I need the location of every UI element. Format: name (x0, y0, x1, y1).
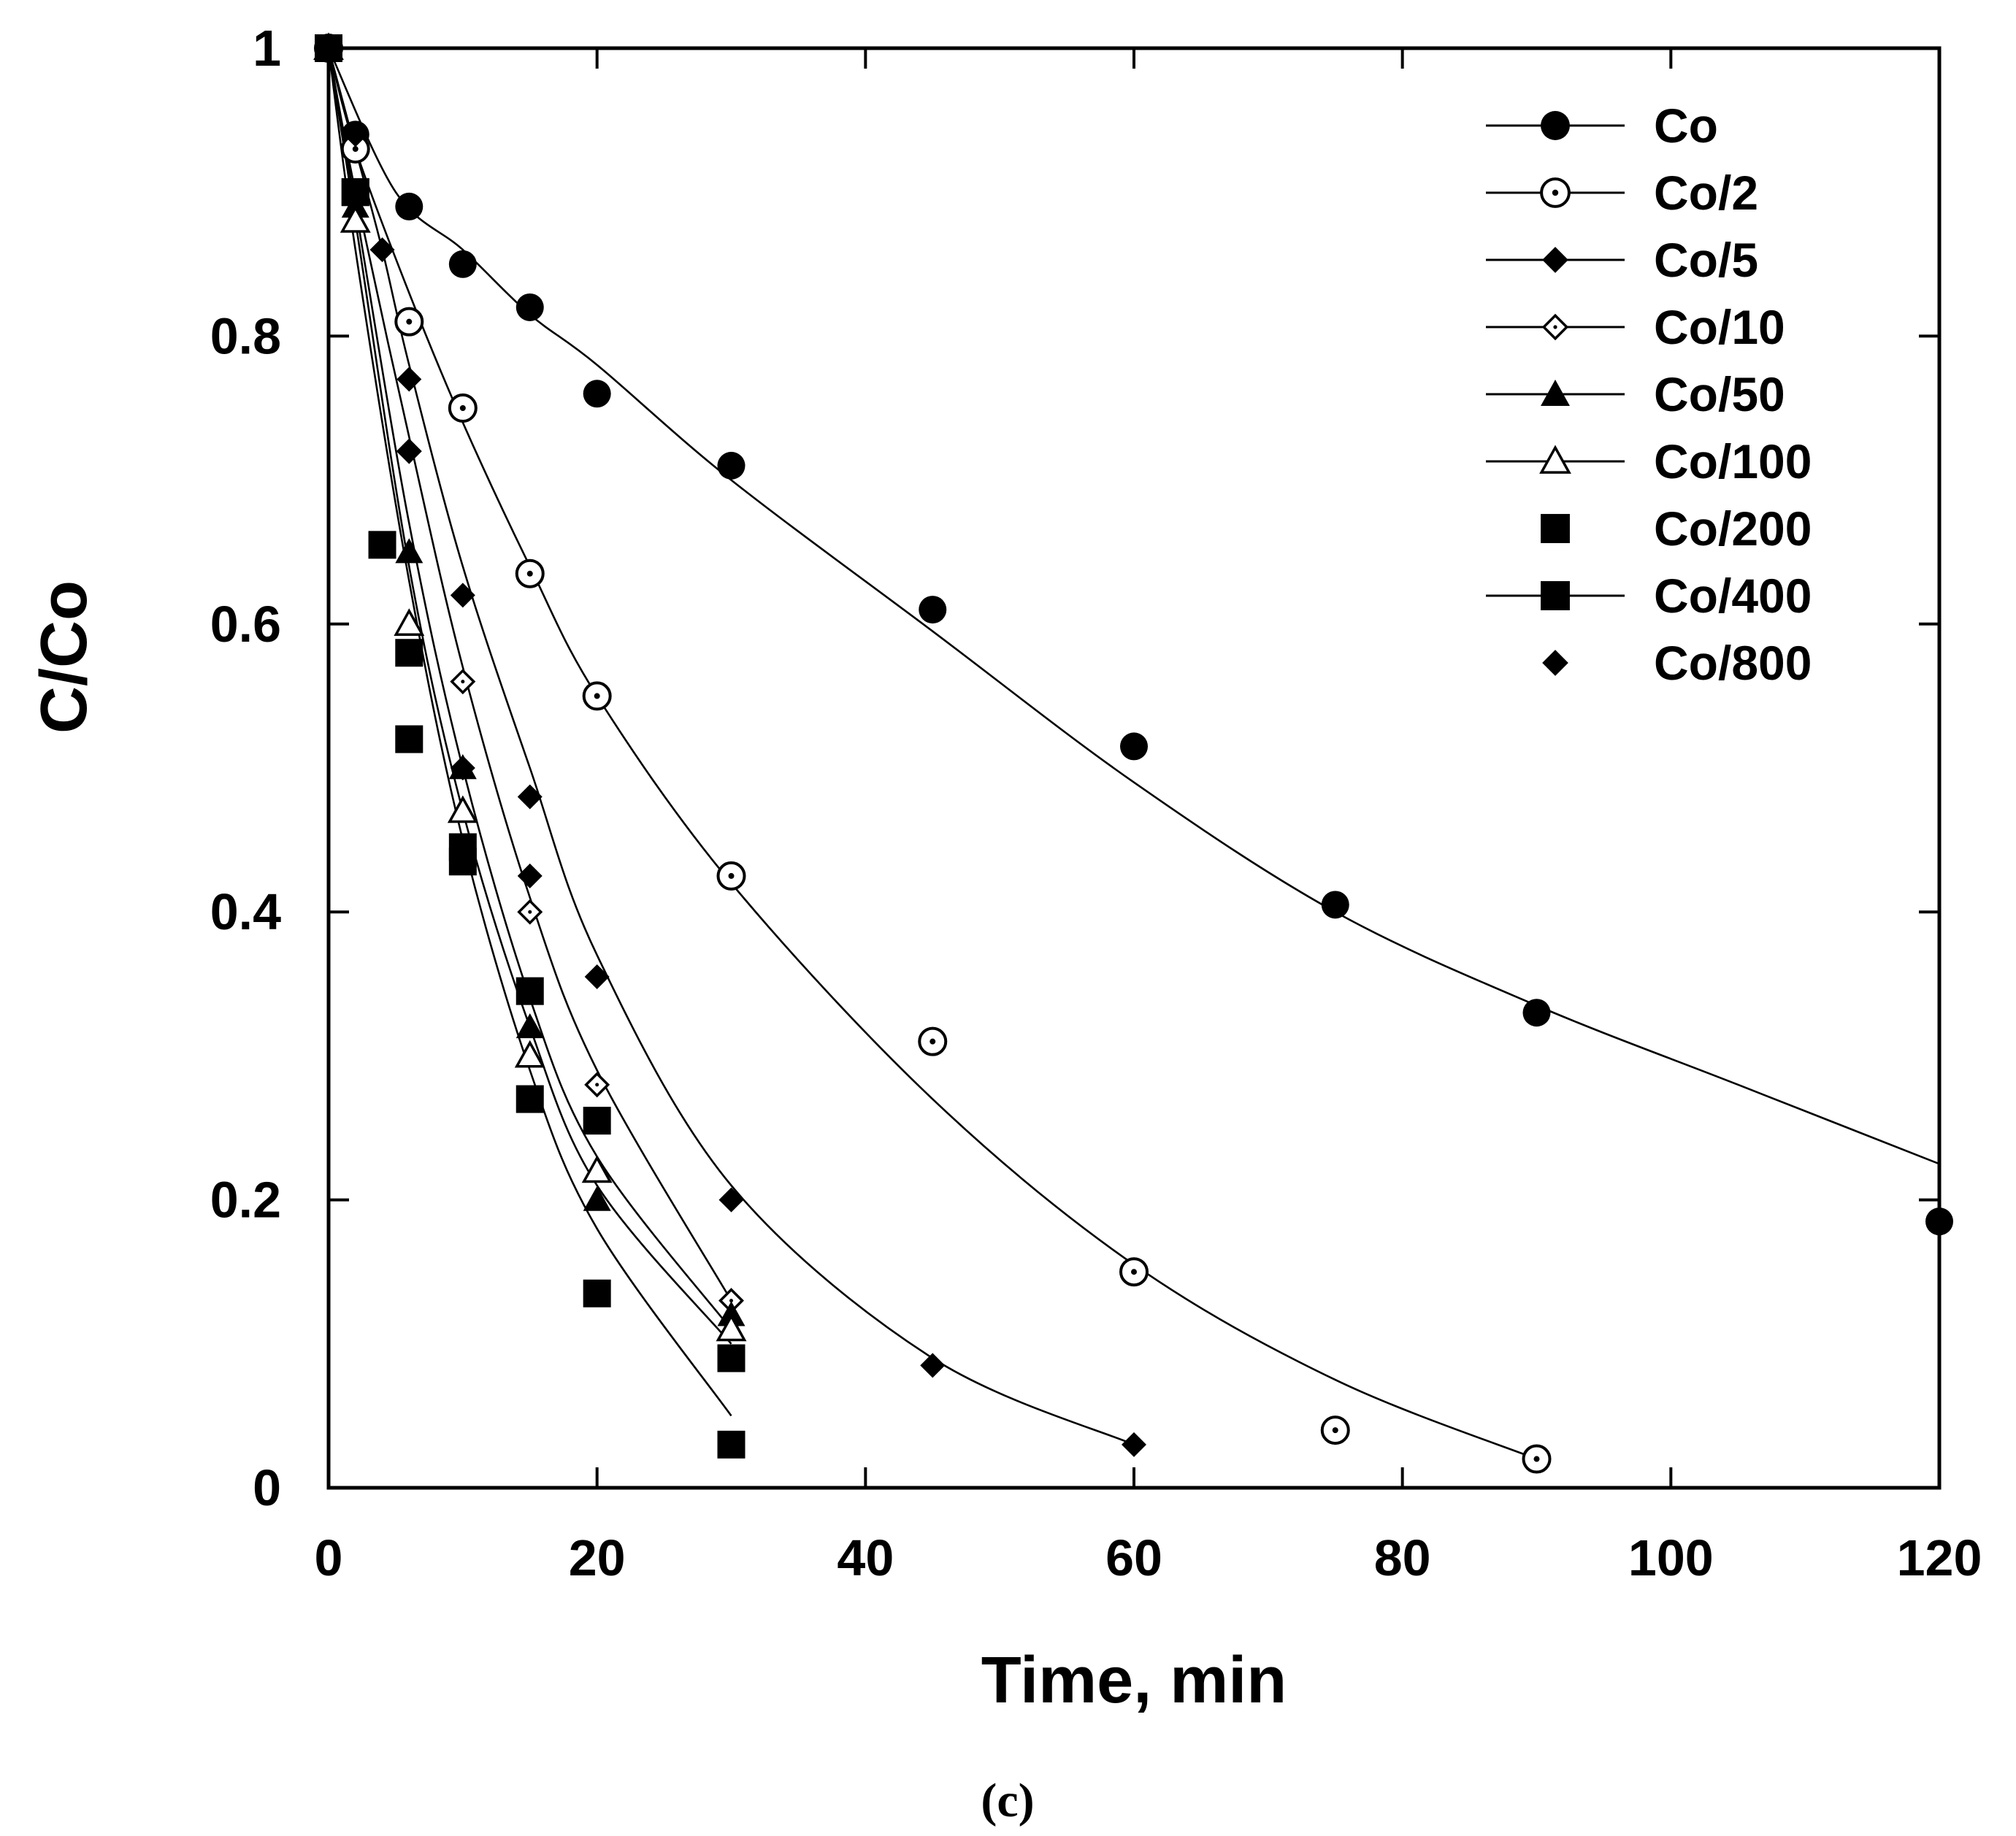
legend-marker (1541, 581, 1570, 610)
data-point-co-100 (716, 1313, 747, 1342)
data-point-co-2 (1522, 1444, 1552, 1474)
data-point-co (395, 192, 423, 220)
legend-marker (1541, 380, 1570, 406)
data-point-co-10 (584, 1072, 610, 1098)
y-tick-label: 0.6 (210, 596, 281, 653)
data-point-co-5 (396, 366, 422, 392)
x-tick-label: 40 (837, 1529, 894, 1586)
legend-label: Co/5 (1654, 233, 1758, 287)
data-point-co-50 (516, 1013, 544, 1039)
data-point-co-5 (718, 1187, 744, 1213)
data-point-co-100 (447, 795, 478, 823)
data-point-co-200 (368, 531, 396, 559)
data-point-co (1321, 891, 1349, 919)
data-point-co-2 (716, 861, 746, 891)
legend-label: Co/50 (1654, 367, 1785, 421)
data-point-co-200 (717, 1344, 746, 1372)
data-point-co-10 (517, 899, 543, 925)
y-tick-label: 0.8 (210, 307, 281, 364)
data-point-co-800 (396, 439, 422, 464)
data-point-co-2 (582, 681, 612, 711)
data-point-co-5 (450, 583, 475, 608)
legend-marker (1541, 514, 1570, 543)
legend-marker (1542, 650, 1568, 676)
legend-marker (1541, 313, 1569, 341)
x-tick-label: 0 (315, 1529, 343, 1586)
data-point-co (1120, 732, 1148, 761)
y-tick-label: 0.2 (210, 1172, 281, 1229)
data-point-co-2 (918, 1026, 948, 1056)
legend-label: Co/10 (1654, 300, 1785, 354)
data-point-co-100 (394, 608, 425, 636)
data-point-co-400 (395, 725, 423, 753)
data-point-co-200 (583, 1107, 611, 1135)
data-point-co-100 (340, 205, 371, 233)
data-point-co-50 (717, 1301, 746, 1326)
data-point-co-800 (450, 756, 475, 780)
data-point-co-5 (920, 1353, 946, 1378)
data-point-co-5 (342, 122, 368, 147)
data-point-co-100 (581, 1155, 613, 1183)
legend-label: Co/100 (1654, 434, 1812, 488)
legend-label: Co/200 (1654, 502, 1812, 556)
series-line-co-2 (327, 47, 1537, 1460)
legend-marker (1542, 247, 1568, 273)
data-point-co-800 (342, 180, 368, 205)
data-point-co-2 (1320, 1416, 1350, 1445)
data-point-co (448, 250, 477, 278)
data-point-co-200 (516, 977, 544, 1005)
data-point-co-200 (395, 639, 423, 667)
y-axis-title: C/Co (28, 580, 101, 734)
data-point-co-800 (316, 36, 341, 61)
legend: Co Co/2 Co/5 Co/10 Co/50 Co/100 Co/200 Co/400 Co… (1486, 99, 1812, 690)
legend-marker (1539, 445, 1571, 474)
data-point-co (516, 293, 544, 321)
x-tick-label: 100 (1628, 1529, 1714, 1586)
data-point-co-2 (448, 393, 478, 423)
y-tick-label: 0 (253, 1459, 281, 1516)
legend-marker (1541, 111, 1570, 140)
data-point-co-5 (584, 964, 610, 989)
data-point-co-800 (517, 863, 543, 888)
figure-caption: (c) (981, 1774, 1034, 1827)
data-point-co-10 (718, 1288, 744, 1314)
legend-marker (1540, 177, 1571, 208)
legend-label: Co (1654, 99, 1718, 153)
y-tick-label: 0.4 (210, 883, 281, 940)
x-tick-label: 20 (569, 1529, 626, 1586)
data-point-co (1925, 1207, 1953, 1236)
axis-ticks: 0 20 40 60 80 100 120 0 0.2 0.4 0.6 0.8 1 (210, 20, 1982, 1586)
data-point-co-2 (394, 307, 424, 337)
data-markers (313, 32, 1953, 1474)
data-point-co-100 (514, 1040, 545, 1068)
data-point-co (717, 451, 746, 480)
data-point-co (583, 380, 611, 408)
x-tick-label: 60 (1105, 1529, 1162, 1586)
series-line-co-100 (327, 47, 732, 1345)
data-point-co-400 (516, 1085, 544, 1113)
data-point-co-400 (583, 1279, 611, 1307)
data-point-co-2 (1119, 1257, 1149, 1287)
data-point-co-400 (448, 833, 477, 861)
data-point-co-5 (517, 784, 543, 810)
series-line-co-5 (327, 47, 1135, 1446)
data-point-co (1522, 999, 1551, 1027)
data-point-co-50 (395, 538, 423, 564)
data-point-co-5 (369, 237, 395, 263)
x-axis-title: Time, min (981, 1644, 1287, 1717)
data-point-co (919, 596, 947, 624)
data-point-co-5 (1122, 1432, 1146, 1457)
legend-label: Co/2 (1654, 166, 1758, 220)
data-point-co-50 (583, 1186, 611, 1211)
x-tick-label: 80 (1374, 1529, 1431, 1586)
data-point-co-10 (450, 669, 476, 695)
x-tick-label: 120 (1897, 1529, 1982, 1586)
data-point-co-400 (717, 1430, 746, 1459)
data-point-co-2 (515, 558, 545, 588)
legend-label: Co/400 (1654, 569, 1812, 623)
y-tick-label: 1 (253, 20, 281, 77)
legend-label: Co/800 (1654, 636, 1812, 690)
